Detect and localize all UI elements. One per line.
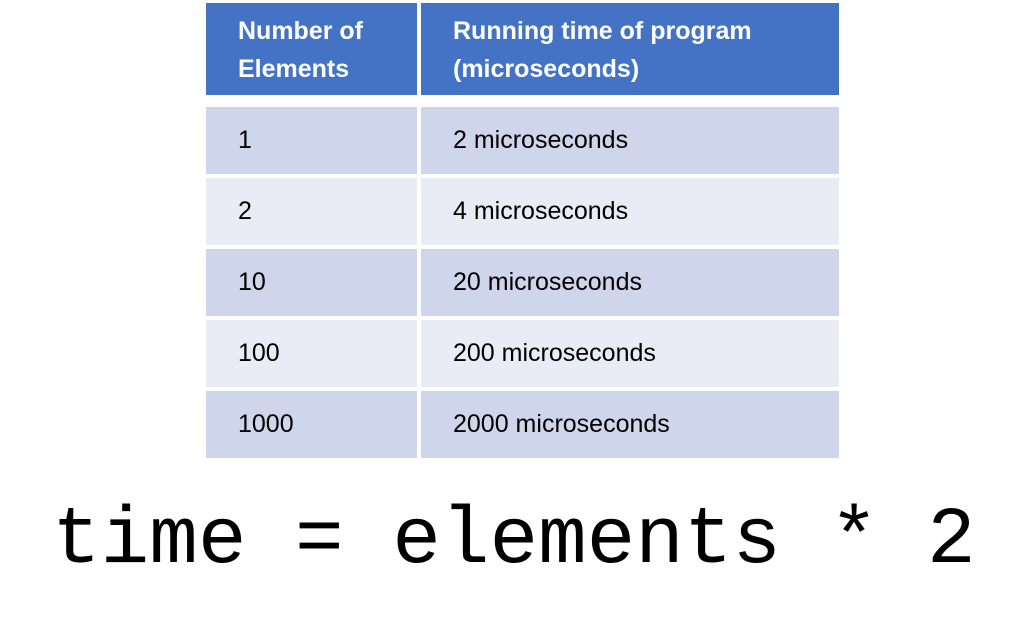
cell-running-time: 2 microseconds [421, 107, 839, 178]
cell-running-time: 4 microseconds [421, 178, 839, 249]
header-line: (microseconds) [453, 55, 640, 83]
cell-running-time: 2000 microseconds [421, 391, 839, 458]
header-running-time: Running time of program (microseconds) [421, 3, 839, 107]
table-header-row: Number of Elements Running time of progr… [206, 3, 839, 107]
header-line: Elements [238, 55, 350, 83]
cell-running-time: 20 microseconds [421, 249, 839, 320]
cell-elements: 10 [206, 249, 421, 320]
cell-running-time: 200 microseconds [421, 320, 839, 391]
cell-elements: 1000 [206, 391, 421, 458]
cell-elements: 2 [206, 178, 421, 249]
table-row: 100 200 microseconds [206, 320, 839, 391]
table-row: 1000 2000 microseconds [206, 391, 839, 458]
cell-elements: 1 [206, 107, 421, 178]
formula-text: time = elements * 2 [52, 496, 976, 587]
header-line: Number of [238, 17, 363, 45]
cell-elements: 100 [206, 320, 421, 391]
header-number-of-elements: Number of Elements [206, 3, 421, 107]
table-row: 1 2 microseconds [206, 107, 839, 178]
table-row: 10 20 microseconds [206, 249, 839, 320]
data-table: Number of Elements Running time of progr… [206, 3, 839, 458]
table-row: 2 4 microseconds [206, 178, 839, 249]
header-line: Running time of program [453, 17, 752, 45]
